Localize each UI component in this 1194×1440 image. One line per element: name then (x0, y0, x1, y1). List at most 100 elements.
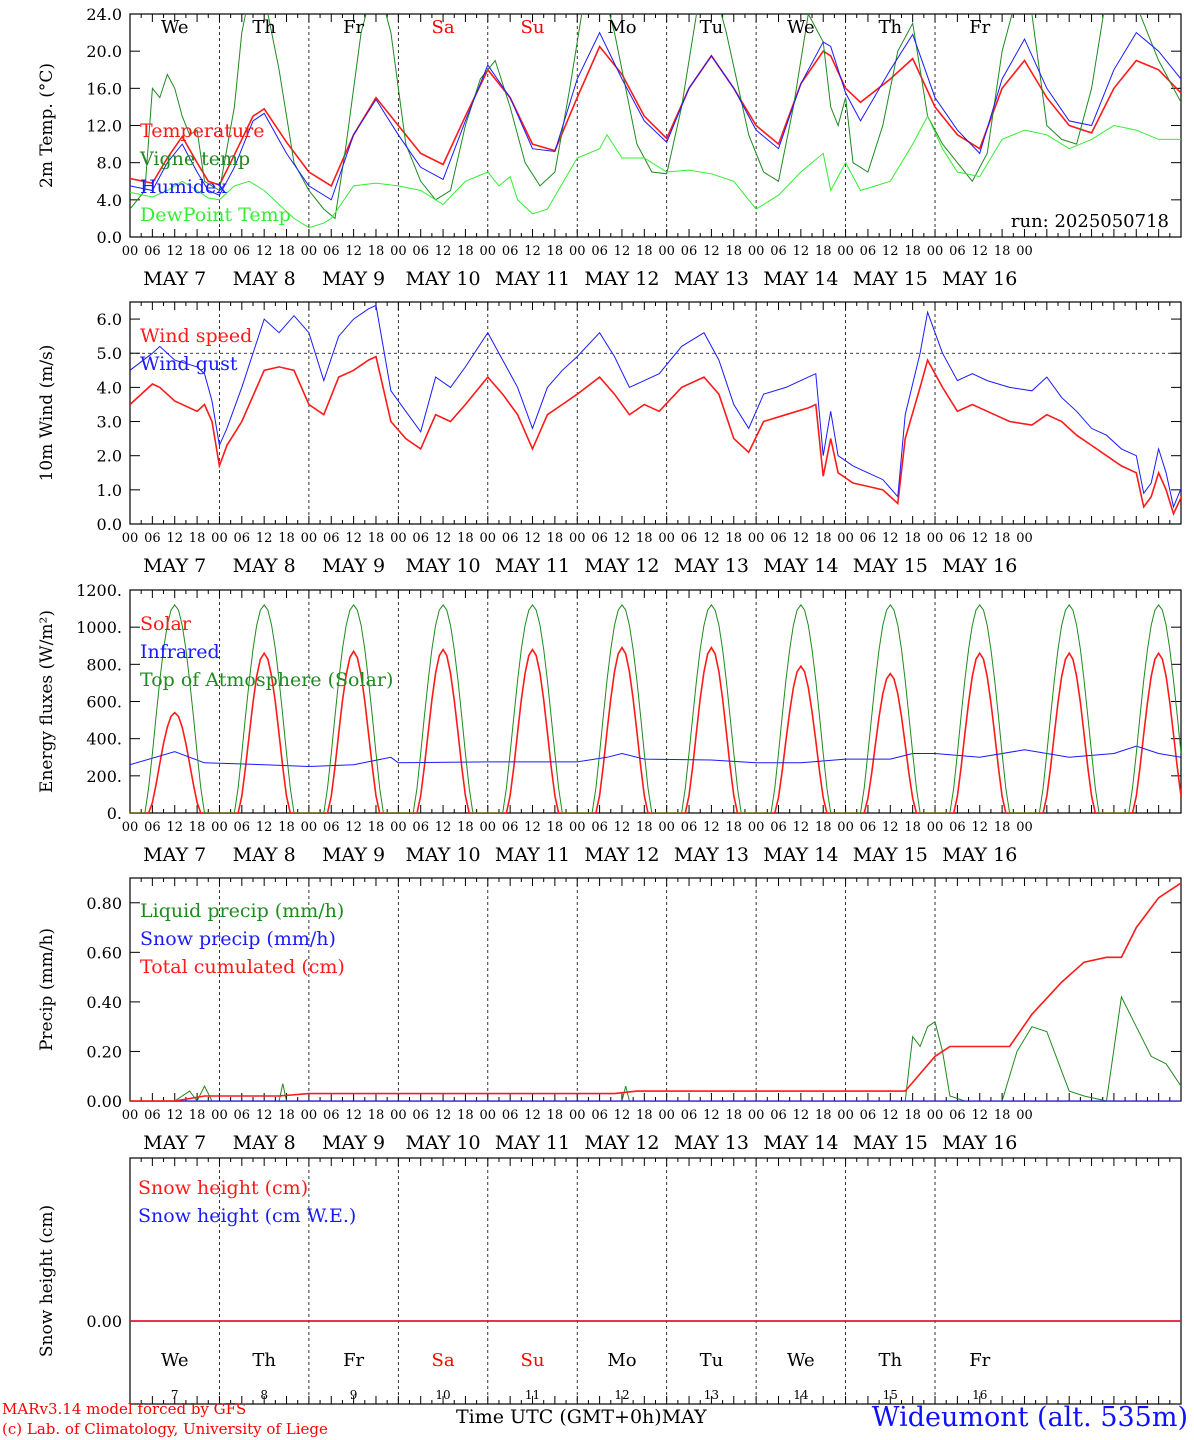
hour-tick-label: 00 (569, 244, 586, 259)
hour-tick-label: 18 (457, 1108, 474, 1123)
y-tick-label: 5.0 (97, 344, 122, 363)
hour-tick-label: 06 (144, 531, 161, 546)
station-name: Wideumont (alt. 535m) (871, 1402, 1188, 1433)
weekday-label: Mo (607, 17, 636, 38)
date-label: MAY 9 (322, 555, 385, 577)
hour-tick-label: 12 (166, 244, 183, 259)
hour-tick-label: 18 (278, 820, 295, 835)
hour-tick-label: 00 (122, 1108, 139, 1123)
date-label: MAY 13 (674, 1132, 749, 1154)
day-number: 16 (972, 1388, 987, 1402)
hour-tick-label: 12 (256, 820, 273, 835)
hour-tick-label: 12 (435, 820, 452, 835)
hour-tick-label: 00 (390, 531, 407, 546)
hour-tick-label: 00 (658, 244, 675, 259)
hour-tick-label: 18 (994, 820, 1011, 835)
hour-tick-label: 06 (412, 244, 429, 259)
hour-tick-label: 06 (949, 244, 966, 259)
hour-tick-label: 06 (502, 531, 519, 546)
y-tick-label: 24.0 (86, 5, 122, 24)
hour-tick-label: 00 (301, 531, 318, 546)
legend-infrared: Infrared (140, 641, 220, 663)
hour-tick-label: 00 (748, 1108, 765, 1123)
series-line-wind-speed (130, 355, 1181, 517)
legend-humidex: Humidex (140, 176, 227, 198)
legend-solar: Solar (140, 613, 192, 635)
hour-tick-label: 00 (927, 1108, 944, 1123)
date-label: MAY 11 (495, 844, 570, 866)
series-line-infrared (130, 745, 1181, 768)
hour-tick-label: 12 (435, 1108, 452, 1123)
date-label: MAY 13 (674, 844, 749, 866)
hour-tick-label: 12 (166, 531, 183, 546)
hour-tick-label: 18 (457, 531, 474, 546)
hour-tick-label: 00 (837, 820, 854, 835)
weekday-label: We (161, 1350, 189, 1371)
legend-total-cumulated-cm-: Total cumulated (cm) (140, 956, 345, 978)
hour-tick-label: 12 (524, 244, 541, 259)
hour-tick-label: 18 (994, 531, 1011, 546)
hour-tick-label: 00 (301, 244, 318, 259)
day-number: 8 (260, 1388, 268, 1402)
hour-tick-label: 18 (725, 820, 742, 835)
legend-vigne-temp: Vigne temp (139, 148, 250, 170)
hour-tick-label: 00 (480, 531, 497, 546)
weekday-label: Mo (607, 1350, 636, 1371)
hour-tick-label: 12 (703, 1108, 720, 1123)
date-label: MAY 8 (233, 844, 296, 866)
hour-tick-label: 12 (703, 531, 720, 546)
date-label: MAY 10 (405, 1132, 480, 1154)
hour-tick-label: 18 (189, 244, 206, 259)
legend-dewpoint-temp: DewPoint Temp (140, 204, 291, 226)
y-tick-label: 0. (107, 804, 122, 823)
weekday-label: Fr (343, 1350, 364, 1371)
y-tick-label: 800. (86, 655, 122, 674)
hour-tick-label: 06 (591, 531, 608, 546)
y-tick-label: 1200. (76, 581, 122, 600)
hour-tick-label: 00 (122, 531, 139, 546)
date-label: MAY 15 (853, 844, 928, 866)
hour-tick-label: 12 (971, 531, 988, 546)
hour-tick-label: 12 (793, 820, 810, 835)
day-number: 14 (793, 1388, 809, 1402)
date-label: MAY 8 (233, 555, 296, 577)
hour-tick-label: 12 (345, 531, 362, 546)
y-tick-label: 0.00 (86, 1092, 122, 1111)
y-tick-label: 4.0 (97, 191, 122, 210)
day-number: 9 (350, 1388, 358, 1402)
hour-tick-label: 18 (547, 820, 564, 835)
date-label: MAY 16 (942, 844, 1017, 866)
series-line-total-cumulated-cm- (130, 882, 1181, 1101)
hour-tick-label: 00 (658, 531, 675, 546)
panel-energy: 0. 200. 400. 600. 800. 1000. 1200. Energy fluxe… (37, 581, 1182, 866)
legend-snow-precip-mm-h-: Snow precip (mm/h) (140, 928, 336, 950)
hour-tick-label: 06 (949, 531, 966, 546)
series-line-wind-gust (130, 304, 1181, 509)
hour-tick-label: 06 (770, 820, 787, 835)
hour-tick-label: 12 (256, 244, 273, 259)
hour-tick-label: 18 (189, 820, 206, 835)
date-label: MAY 13 (674, 268, 749, 290)
y-tick-label: 4.0 (97, 378, 122, 397)
hour-tick-label: 18 (815, 820, 832, 835)
weekday-label: Tu (700, 17, 724, 38)
weekday-label: Fr (969, 1350, 990, 1371)
hour-tick-label: 00 (390, 1108, 407, 1123)
hour-tick-label: 06 (681, 1108, 698, 1123)
panel-temperature: 0.0 4.0 8.0 12.0 16.0 20.0 24.0 2m Temp. (°C) Te… (37, 5, 1182, 290)
hour-tick-label: 18 (725, 531, 742, 546)
hour-tick-label: 06 (860, 531, 877, 546)
y-tick-label: 1.0 (97, 481, 122, 500)
y-axis-label: Energy fluxes (W/m²) (37, 610, 57, 793)
date-label: MAY 15 (853, 1132, 928, 1154)
hour-tick-label: 18 (189, 531, 206, 546)
hour-tick-label: 12 (256, 1108, 273, 1123)
hour-tick-label: 06 (234, 531, 251, 546)
weekday-label: We (161, 17, 189, 38)
weekday-label: Th (252, 1350, 276, 1371)
y-tick-label: 12.0 (86, 117, 122, 136)
x-axis-title: Time UTC (GMT+0h)MAY (456, 1406, 707, 1428)
y-axis-label: Precip (mm/h) (37, 928, 57, 1051)
hour-tick-label: 12 (256, 531, 273, 546)
hour-tick-label: 18 (636, 531, 653, 546)
